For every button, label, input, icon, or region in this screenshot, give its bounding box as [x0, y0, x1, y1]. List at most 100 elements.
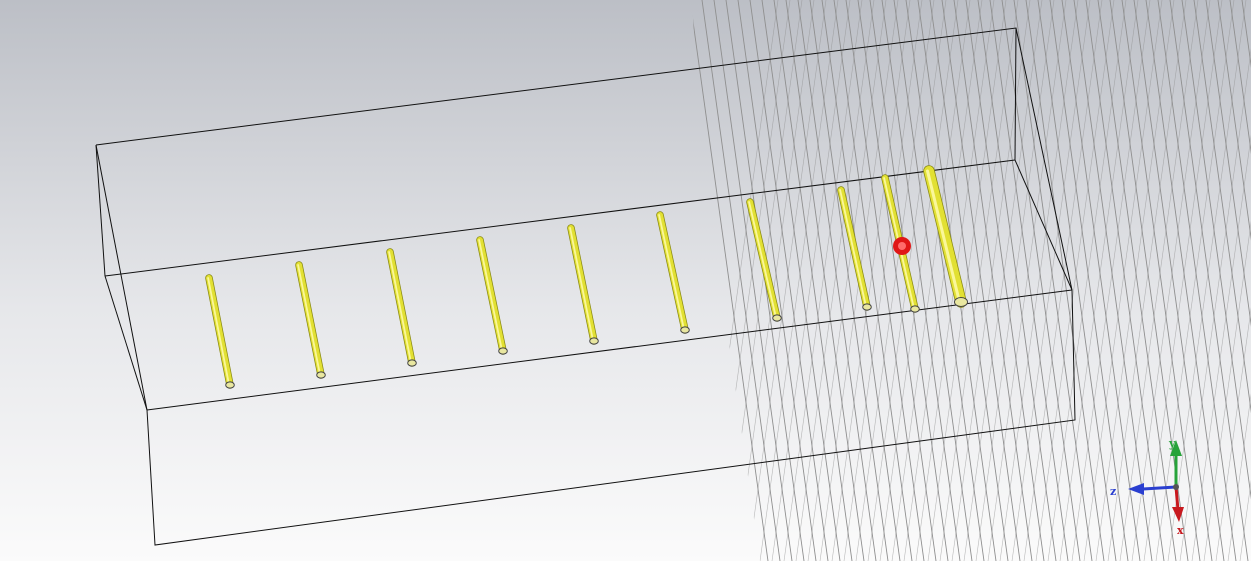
mesh-line [893, 0, 973, 561]
mesh-line [879, 0, 959, 561]
antenna-element-end-cap [225, 381, 235, 389]
feed-port-center [898, 242, 906, 250]
x-axis-line [1174, 486, 1180, 511]
mesh-line [903, 0, 983, 561]
antenna-element[interactable] [923, 165, 968, 308]
bounding-box [95, 27, 1076, 546]
antenna-element-highlight [297, 264, 322, 376]
x-axis-label: x [1177, 524, 1184, 537]
mesh-line [1227, 0, 1251, 561]
mesh-line [999, 0, 1079, 561]
mesh-line [977, 0, 1057, 561]
antenna-element[interactable] [386, 248, 417, 367]
mesh-line [1073, 0, 1153, 561]
box-edge-left-middle [104, 275, 148, 411]
mesh-line [1097, 0, 1177, 561]
antenna-element[interactable] [295, 261, 326, 379]
mesh-line [1023, 0, 1103, 561]
mesh-line [1229, 0, 1251, 561]
mesh-line [963, 0, 1043, 561]
mesh-line [1157, 0, 1237, 561]
mesh-line [843, 0, 923, 561]
antenna-element[interactable] [476, 236, 508, 355]
antenna-element-highlight [926, 169, 961, 304]
box-edge-back-middle [104, 159, 1016, 277]
antenna-element-end-cap [589, 337, 599, 345]
antenna-element-highlight [388, 251, 413, 364]
mesh-line [1217, 0, 1251, 561]
mesh-line [737, 0, 817, 561]
mesh-line [939, 0, 1019, 561]
antenna-element-highlight [658, 214, 685, 331]
antenna-element-end-cap [954, 297, 968, 307]
mesh-line [857, 0, 937, 561]
mesh-line [989, 0, 1069, 561]
x-axis-arrow [1172, 507, 1184, 522]
antenna-element[interactable] [567, 224, 599, 345]
mesh-line [771, 0, 851, 561]
antenna-element-end-cap [862, 303, 872, 311]
y-axis-label: y [1168, 437, 1176, 450]
mesh-line [1059, 0, 1139, 561]
box-edge-right-middle [1014, 159, 1073, 291]
antenna-element[interactable] [837, 186, 872, 311]
mesh-line [692, 0, 769, 561]
mesh-line [1145, 0, 1225, 561]
mesh-line [807, 0, 887, 561]
mesh-line [1037, 0, 1117, 561]
antenna-element-highlight [569, 227, 594, 342]
mesh-line [773, 0, 853, 561]
antenna-elements [205, 165, 968, 389]
axis-triad: y z x [1110, 437, 1184, 537]
mesh-line [1193, 0, 1251, 561]
mesh-line [929, 0, 1009, 561]
box-edge-right-back [1014, 27, 1017, 161]
mesh-line [891, 0, 971, 561]
mesh-line [905, 0, 985, 561]
mesh-line [1155, 0, 1235, 561]
mesh-line [1083, 0, 1163, 561]
box-edge-left-back [95, 144, 106, 277]
mesh-line [1001, 0, 1081, 561]
antenna-element-highlight [748, 201, 777, 319]
mesh-line [1025, 0, 1105, 561]
mesh-line [711, 0, 791, 561]
antenna-element[interactable] [205, 274, 235, 389]
mesh-line [953, 0, 1033, 561]
mesh-line [1013, 0, 1093, 561]
mesh-line [795, 0, 875, 561]
mesh-line [749, 0, 829, 561]
mesh-line [1061, 0, 1141, 561]
mesh-line [723, 0, 803, 561]
antenna-element-end-cap [910, 305, 920, 313]
mesh-line [1047, 0, 1127, 561]
antenna-element-highlight [207, 277, 231, 386]
z-axis-line [1141, 485, 1177, 491]
mesh-line [713, 0, 793, 561]
mesh-line [1181, 0, 1251, 561]
mesh-line [1011, 0, 1091, 561]
mesh-line [1215, 0, 1251, 561]
mesh-line [965, 0, 1045, 561]
antenna-element[interactable] [746, 198, 782, 322]
feed-port[interactable] [893, 237, 911, 255]
mesh-line [927, 0, 1007, 561]
mesh-line [783, 0, 863, 561]
mesh-line [1203, 0, 1251, 561]
mesh-line [1085, 0, 1165, 561]
mesh-line [855, 0, 935, 561]
mesh-line [975, 0, 1055, 561]
mesh-line [759, 0, 839, 561]
mesh-line [1179, 0, 1251, 561]
antenna-element-highlight [839, 189, 867, 308]
z-axis-arrow [1128, 483, 1144, 495]
mesh-line [785, 0, 865, 561]
antenna-element[interactable] [656, 211, 690, 334]
mesh-line [797, 0, 877, 561]
mesh-line [1191, 0, 1251, 561]
mesh-line [833, 0, 913, 561]
antenna-element-end-cap [407, 359, 417, 367]
mesh-line [1169, 0, 1249, 561]
